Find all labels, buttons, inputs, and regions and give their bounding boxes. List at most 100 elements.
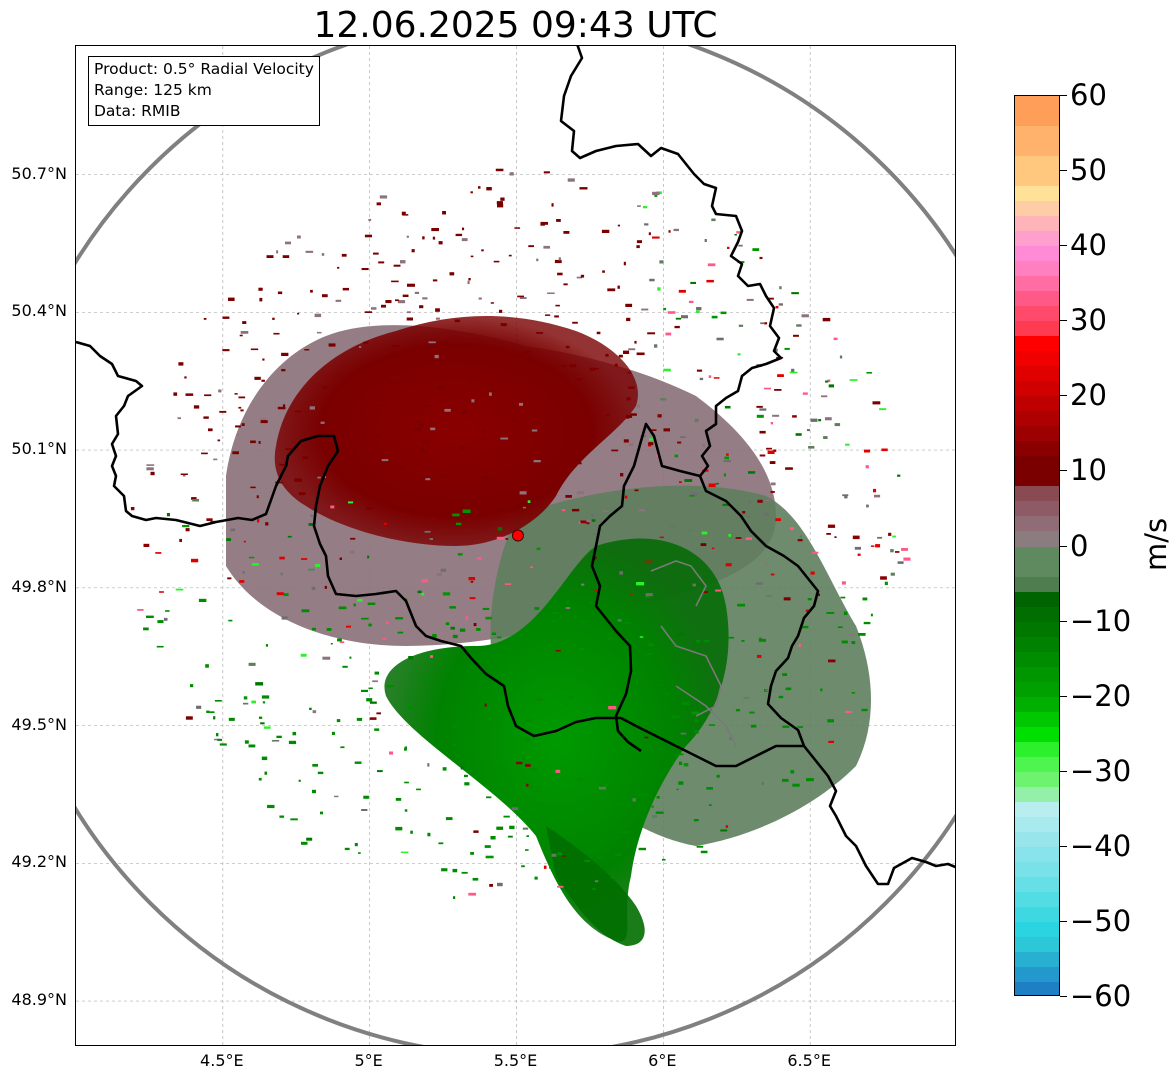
echo-pixel [308, 523, 315, 526]
echo-pixel [675, 753, 684, 756]
echo-pixel [862, 597, 868, 601]
echo-pixel [708, 483, 716, 487]
info-range: Range: 125 km [94, 81, 212, 99]
echo-pixel [774, 389, 782, 391]
echo-pixel [230, 528, 236, 532]
echo-pixel [361, 617, 369, 620]
echo-pixel [866, 372, 873, 374]
echo-pixel [575, 378, 583, 381]
radar-map[interactable] [75, 45, 956, 1046]
colorbar-band [1015, 846, 1059, 863]
echo-pixel [852, 535, 860, 540]
echo-pixel [130, 507, 135, 511]
echo-pixel [524, 718, 531, 722]
echo-pixel [748, 500, 751, 504]
echo-pixel [434, 354, 439, 359]
echo-pixel [347, 444, 351, 448]
echo-pixel [561, 365, 567, 368]
echo-pixel [877, 536, 883, 539]
echo-pixel [614, 363, 618, 367]
echo-pixel [312, 789, 316, 794]
echo-pixel [300, 653, 307, 657]
echo-pixel [249, 556, 255, 559]
echo-pixel [845, 443, 850, 446]
echo-pixel [547, 292, 555, 294]
lat-tick-label: 50.1°N [11, 439, 67, 459]
echo-pixel [723, 473, 726, 477]
echo-pixel [636, 352, 645, 356]
echo-pixel [554, 374, 558, 378]
echo-pixel [271, 740, 280, 742]
echo-pixel [810, 418, 818, 422]
echo-pixel [834, 423, 841, 427]
echo-pixel [594, 589, 598, 592]
echo-pixel [565, 495, 572, 498]
border-belgium-germany [559, 46, 783, 477]
echo-pixel [681, 701, 690, 705]
echo-pixel [337, 638, 342, 642]
echo-pixel [321, 253, 325, 256]
echo-pixel [671, 715, 680, 719]
echo-pixel [711, 218, 716, 222]
echo-pixel [626, 415, 633, 418]
echo-pixel [695, 310, 700, 314]
echo-pixel [497, 764, 503, 768]
echo-pixel [576, 491, 584, 495]
echo-pixel [330, 401, 334, 404]
radar-site-marker[interactable] [511, 529, 524, 542]
echo-pixel [655, 811, 664, 814]
colorbar-tick-label: 50 [1070, 153, 1107, 188]
lat-tick-label: 50.7°N [11, 163, 67, 183]
echo-pixel [696, 307, 702, 311]
echo-pixel [493, 260, 500, 263]
echo-pixel [888, 532, 892, 536]
echo-pixel [520, 756, 526, 760]
echo-pixel [368, 218, 372, 221]
colorbar-tick-label: 60 [1070, 78, 1107, 112]
admin-boundary-lux-north [650, 560, 707, 607]
echo-pixel [243, 540, 246, 543]
echo-pixel [482, 476, 489, 479]
echo-pixel [411, 249, 415, 253]
echo-pixel [555, 304, 560, 307]
echo-pixel [590, 799, 594, 803]
echo-pixel [598, 786, 606, 790]
echo-pixel [373, 252, 379, 255]
echo-pixel [757, 499, 763, 503]
echo-pixel [644, 223, 649, 226]
echo-pixel [455, 233, 463, 237]
echo-pixel [614, 817, 617, 819]
echo-pixel [388, 382, 397, 384]
echo-pixel [870, 545, 875, 547]
echo-pixel [677, 441, 682, 444]
echo-pixel [764, 387, 771, 390]
echo-pixel [416, 788, 421, 791]
lat-tick-label: 49.5°N [11, 714, 67, 734]
echo-pixel [792, 783, 800, 787]
echo-pixel [634, 489, 639, 492]
echo-pixel [173, 392, 178, 396]
echo-pixel [636, 582, 645, 586]
echo-pixel [482, 607, 490, 610]
echo-pixel [459, 446, 466, 450]
echo-pixel [276, 250, 279, 254]
echo-pixel [745, 537, 753, 540]
echo-pixel [725, 563, 732, 567]
echo-pixel [897, 474, 901, 477]
echo-pixel [533, 460, 541, 463]
echo-pixel [543, 865, 547, 869]
echo-pixel [340, 746, 345, 749]
echo-pixel [729, 737, 733, 740]
echo-pixel [511, 363, 520, 366]
echo-pixel [826, 533, 831, 535]
echo-pixel [543, 171, 550, 174]
echo-pixel [785, 687, 792, 691]
echo-pixel [560, 822, 565, 826]
echo-pixel [368, 687, 373, 689]
echo-pixel [353, 603, 356, 607]
echo-pixel [503, 815, 510, 818]
echo-pixel [179, 538, 182, 542]
echo-pixel [828, 740, 834, 743]
echo-pixel [602, 270, 605, 273]
colorbar-tick-mark [1060, 95, 1067, 96]
